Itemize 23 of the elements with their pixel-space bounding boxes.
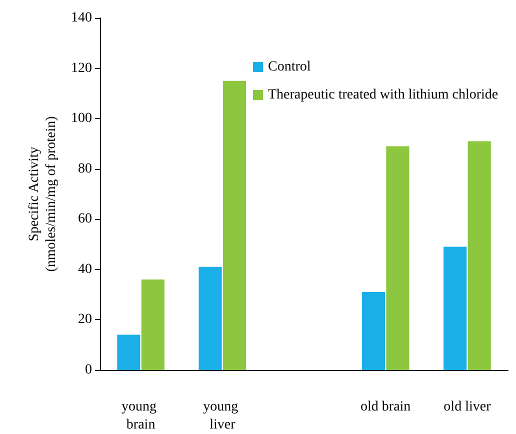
y-tick-label: 40	[78, 262, 92, 277]
y-tick-label: 0	[85, 362, 92, 378]
bar	[468, 141, 491, 370]
x-tick-label: old liver	[444, 400, 492, 414]
legend-label: Control	[268, 60, 311, 74]
x-tick-label: young brain	[122, 400, 160, 432]
y-tick-label: 120	[71, 60, 92, 76]
x-tick-label: old brain	[360, 400, 411, 414]
y-tick-label: 140	[71, 10, 92, 26]
bar	[141, 279, 164, 370]
y-axis-title: Specific Activity (nmoles/min/mg of protein)	[27, 116, 59, 272]
y-tick-label: 80	[78, 161, 92, 176]
legend-label: Therapeutic treated with lithium chloride	[268, 88, 498, 102]
bar	[386, 146, 410, 370]
bar	[198, 266, 222, 370]
bar	[362, 292, 386, 370]
y-tick-label: 60	[78, 212, 92, 227]
x-tick-label: young liver	[203, 400, 242, 432]
y-tick-label: 20	[78, 312, 92, 328]
bar	[117, 334, 140, 370]
bar	[444, 246, 467, 370]
bar	[222, 80, 246, 370]
y-tick-label: 100	[71, 111, 92, 126]
